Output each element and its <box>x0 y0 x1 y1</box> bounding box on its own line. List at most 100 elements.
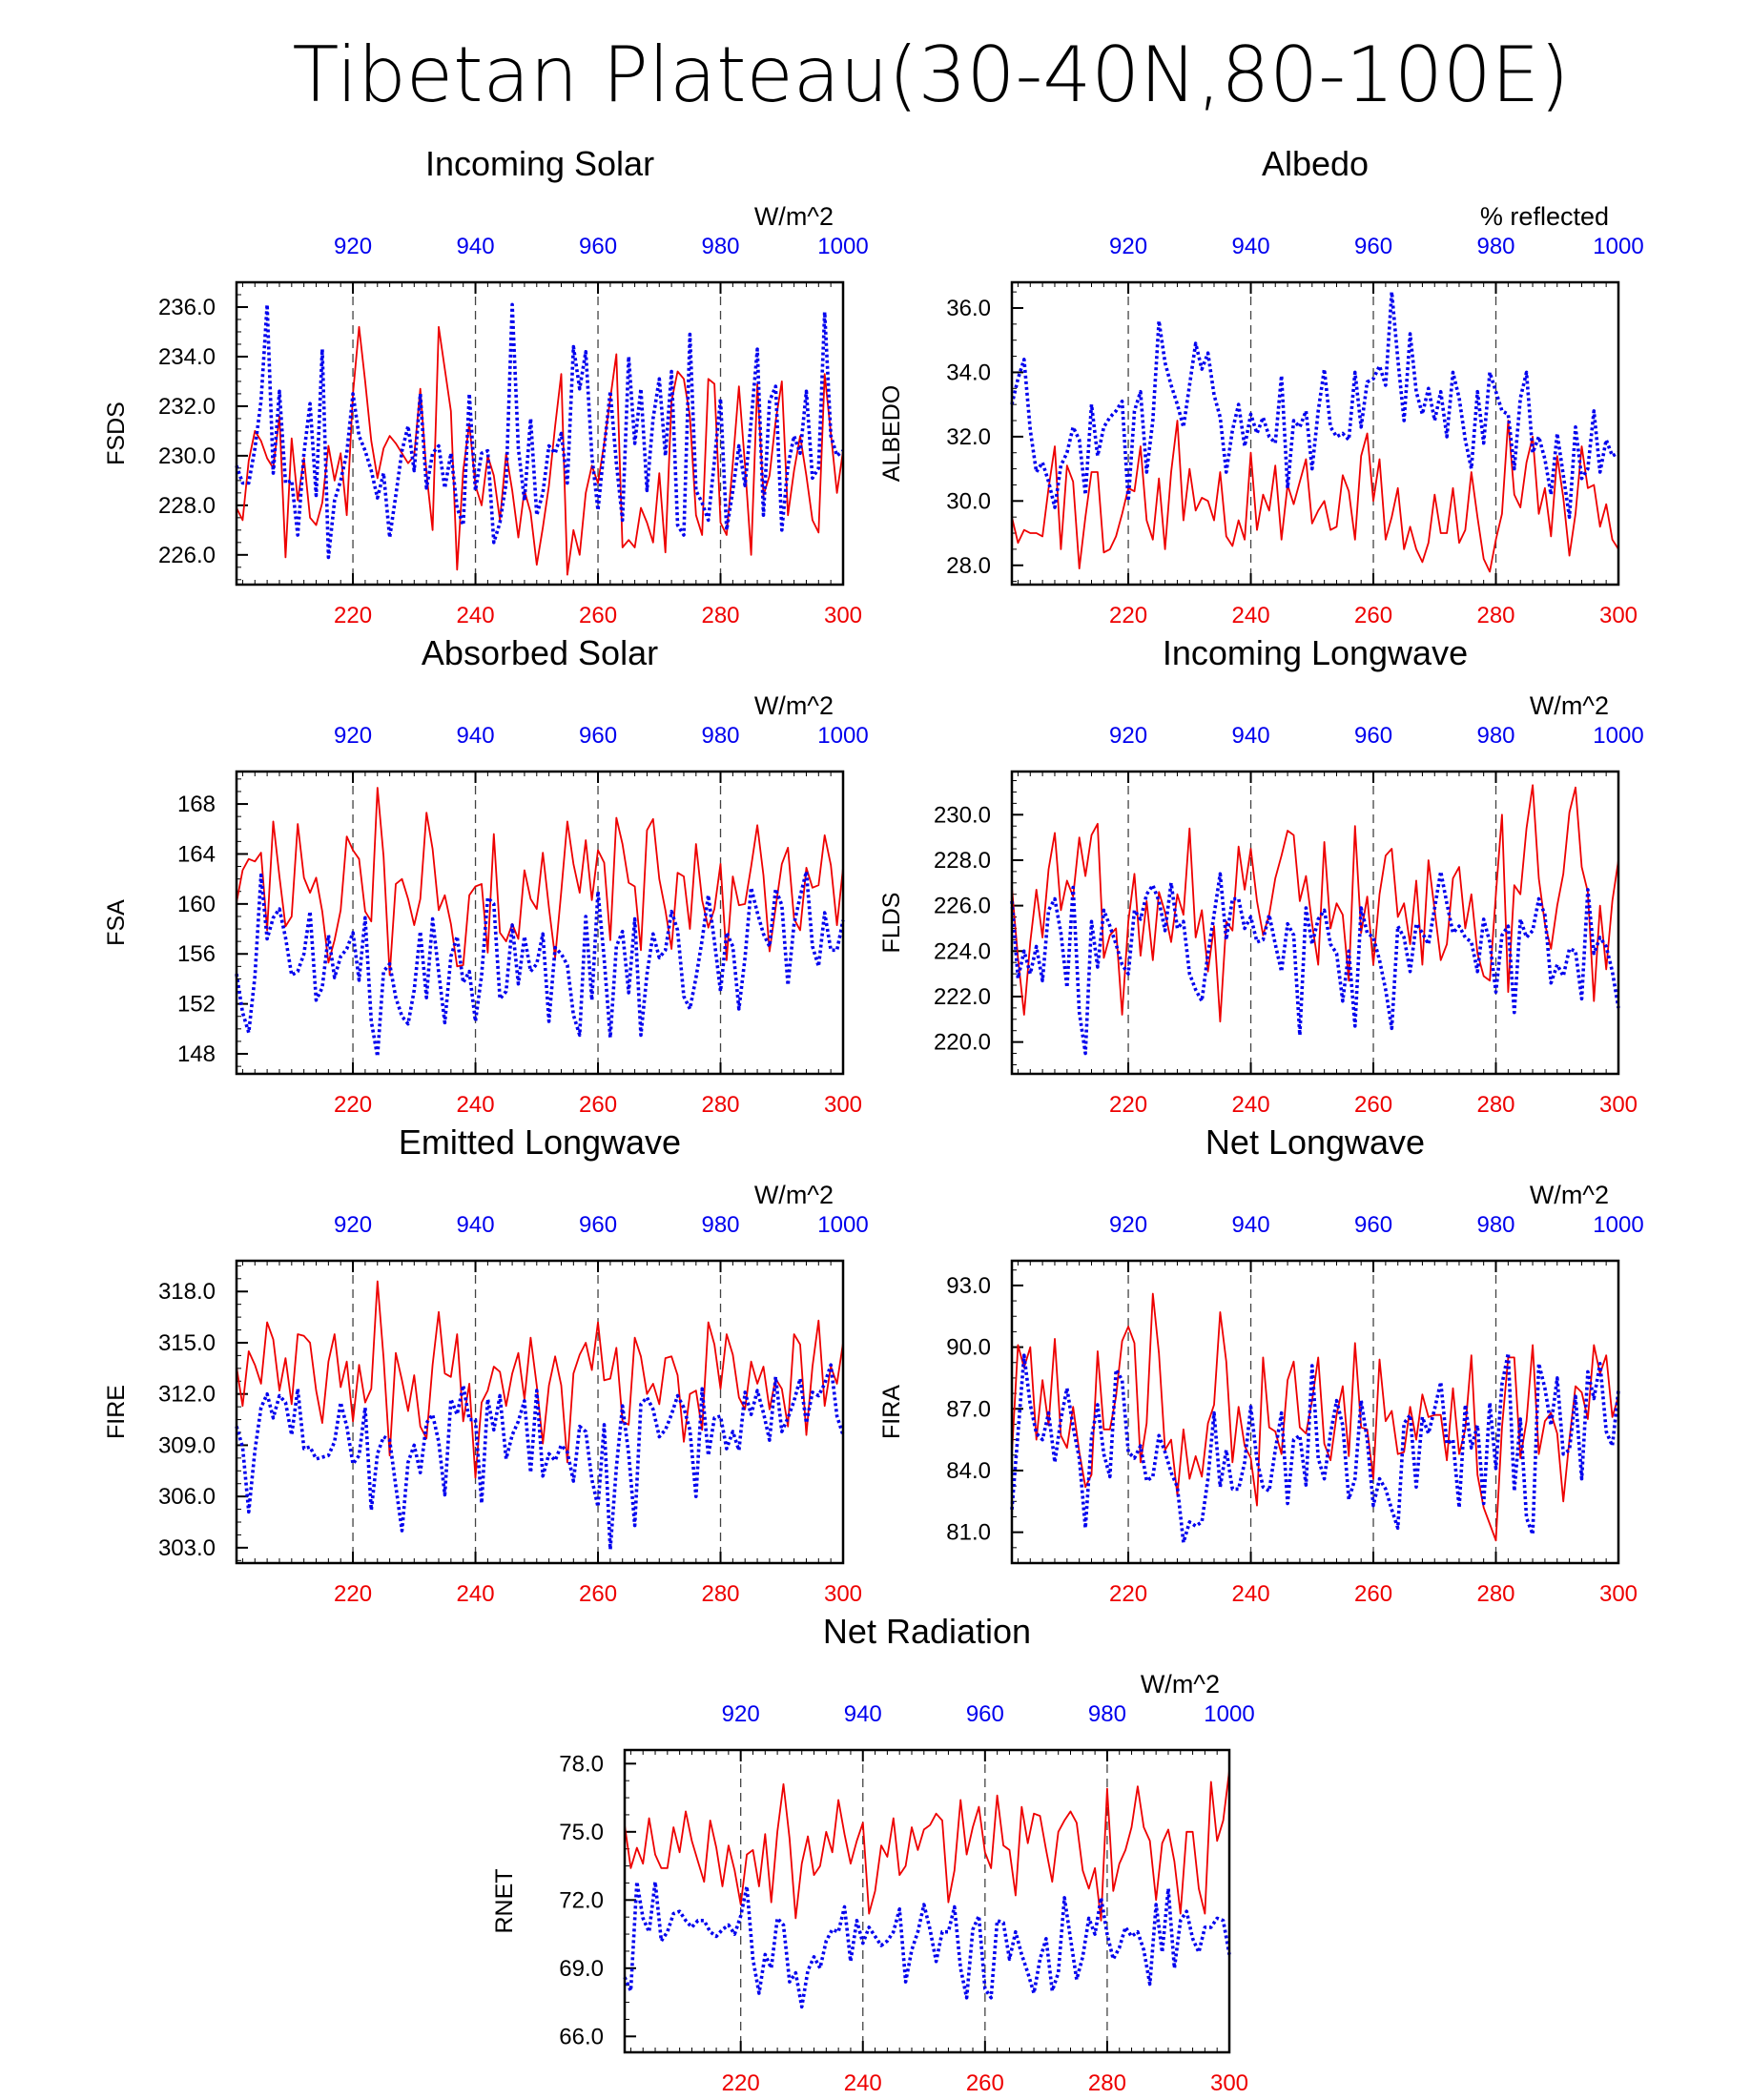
y-tick-label: 306.0 <box>158 1484 216 1510</box>
x-bottom-tick-label: 260 <box>579 603 617 628</box>
series-line-blue-dotted <box>235 869 845 1059</box>
x-top-tick-label: 940 <box>457 723 495 749</box>
x-bottom-tick-label: 280 <box>1088 2070 1126 2096</box>
y-tick-label: 90.0 <box>946 1335 991 1361</box>
y-tick-label: 152 <box>177 992 216 1018</box>
units-label: W/m^2 <box>1530 1181 1609 1209</box>
x-bottom-tick-label: 300 <box>1210 2070 1248 2096</box>
y-tick-label: 309.0 <box>158 1432 216 1458</box>
y-tick-label: 168 <box>177 792 216 817</box>
x-bottom-tick-label: 280 <box>1476 1092 1514 1118</box>
y-axis-label: FIRA <box>878 1385 905 1439</box>
plot-frame <box>1010 770 1620 1076</box>
x-bottom-tick-label: 260 <box>579 1092 617 1118</box>
y-tick-label: 226.0 <box>934 894 991 919</box>
x-top-tick-label: 940 <box>1232 1212 1270 1238</box>
x-top-tick-label: 920 <box>334 1212 372 1238</box>
x-bottom-tick-label: 260 <box>579 1581 617 1607</box>
y-tick-label: 315.0 <box>158 1330 216 1356</box>
x-top-tick-label: 920 <box>334 723 372 749</box>
chart-rnet: Net Radiation W/m^2 220 240 260 280 300 920 940 9… <box>491 1612 1255 2096</box>
series-line-red-solid <box>236 787 844 977</box>
y-axis-label: FSA <box>103 899 130 946</box>
y-tick-label: 72.0 <box>559 1887 604 1913</box>
units-label: % reflected <box>1480 202 1609 231</box>
chart-title: Incoming Longwave <box>1163 633 1468 672</box>
x-top-tick-label: 920 <box>1109 1212 1147 1238</box>
x-bottom-tick-label: 300 <box>1599 1581 1638 1607</box>
x-bottom-tick-label: 300 <box>824 603 862 628</box>
y-tick-label: 303.0 <box>158 1535 216 1561</box>
x-top-tick-label: 980 <box>701 234 739 259</box>
series-line-blue-dotted <box>235 302 845 560</box>
units-label: W/m^2 <box>754 202 834 231</box>
y-axis-label: ALBEDO <box>878 385 905 482</box>
x-top-tick-label: 940 <box>1232 234 1270 259</box>
x-top-tick-label: 960 <box>579 234 617 259</box>
x-bottom-tick-label: 240 <box>457 603 495 628</box>
y-tick-label: 87.0 <box>946 1396 991 1422</box>
y-tick-label: 75.0 <box>559 1820 604 1845</box>
x-bottom-tick-label: 300 <box>1599 1092 1638 1118</box>
y-tick-label: 318.0 <box>158 1279 216 1305</box>
y-axis-label: FIRE <box>103 1385 130 1439</box>
x-bottom-tick-label: 280 <box>701 1092 739 1118</box>
x-top-tick-label: 1000 <box>1593 234 1643 259</box>
series-line-blue-dotted <box>1010 870 1620 1056</box>
chart-title: Albedo <box>1262 144 1369 183</box>
x-top-tick-label: 960 <box>579 1212 617 1238</box>
chart-fira: Net Longwave W/m^2 220 240 260 280 300 920 940 96… <box>878 1122 1644 1607</box>
y-tick-label: 28.0 <box>946 553 991 579</box>
x-top-tick-label: 980 <box>1088 1701 1126 1727</box>
x-bottom-tick-label: 240 <box>1232 1092 1270 1118</box>
y-tick-label: 36.0 <box>946 296 991 321</box>
x-bottom-tick-label: 240 <box>1232 1581 1270 1607</box>
y-tick-label: 66.0 <box>559 2024 604 2049</box>
x-bottom-tick-label: 280 <box>1476 603 1514 628</box>
chart-fsa: Absorbed Solar W/m^2 220 240 260 280 300 920 940… <box>103 633 869 1118</box>
y-axis-label: FSDS <box>103 401 130 465</box>
chart-title: Absorbed Solar <box>422 633 658 672</box>
x-top-tick-label: 1000 <box>817 1212 868 1238</box>
series-line-red-solid <box>1011 420 1619 573</box>
chart-panels: Incoming Solar W/m^2 220 240 260 280 300 920 940… <box>103 144 1644 2096</box>
series-line-red-solid <box>236 325 844 576</box>
series-line-blue-dotted <box>1010 290 1619 520</box>
x-top-tick-label: 940 <box>457 234 495 259</box>
x-bottom-tick-label: 280 <box>1476 1581 1514 1607</box>
x-top-tick-label: 960 <box>1354 723 1392 749</box>
series-line-red-solid <box>624 1770 1230 1922</box>
chart-title: Net Radiation <box>823 1612 1031 1651</box>
y-tick-label: 164 <box>177 841 216 867</box>
units-label: W/m^2 <box>1530 691 1609 720</box>
chart-title: Incoming Solar <box>425 144 654 183</box>
y-tick-label: 156 <box>177 941 216 967</box>
y-tick-label: 224.0 <box>934 938 991 964</box>
y-tick-label: 234.0 <box>158 344 216 370</box>
y-tick-label: 78.0 <box>559 1751 604 1777</box>
units-label: W/m^2 <box>1141 1670 1220 1699</box>
x-bottom-tick-label: 220 <box>334 1092 372 1118</box>
units-label: W/m^2 <box>754 691 834 720</box>
x-top-tick-label: 980 <box>701 723 739 749</box>
y-tick-label: 226.0 <box>158 543 216 568</box>
x-top-tick-label: 1000 <box>817 234 868 259</box>
y-tick-label: 232.0 <box>158 394 216 420</box>
plot-frame <box>1010 280 1620 587</box>
chart-albedo: Albedo % reflected 220 240 260 280 300 920 940 96… <box>878 144 1644 628</box>
x-bottom-tick-label: 240 <box>457 1581 495 1607</box>
x-bottom-tick-label: 260 <box>1354 1092 1392 1118</box>
y-tick-label: 236.0 <box>158 295 216 320</box>
plot-frame <box>1010 1259 1620 1565</box>
y-tick-label: 228.0 <box>934 848 991 874</box>
x-top-tick-label: 1000 <box>1204 1701 1254 1727</box>
y-tick-label: 93.0 <box>946 1273 991 1299</box>
y-tick-label: 220.0 <box>934 1030 991 1056</box>
y-tick-label: 69.0 <box>559 1956 604 1982</box>
x-bottom-tick-label: 240 <box>457 1092 495 1118</box>
x-bottom-tick-label: 240 <box>844 2070 882 2096</box>
x-bottom-tick-label: 280 <box>701 603 739 628</box>
x-top-tick-label: 1000 <box>817 723 868 749</box>
series-line-blue-dotted <box>623 1880 1231 2009</box>
